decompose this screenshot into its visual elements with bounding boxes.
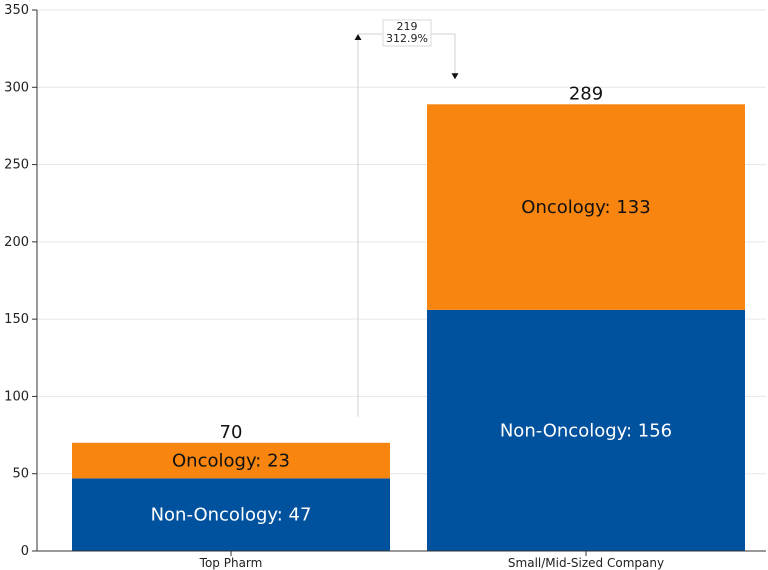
bar-segment xyxy=(427,104,745,310)
total-label: 70 xyxy=(220,422,243,443)
segment-label: Non-Oncology: 156 xyxy=(500,420,672,441)
down-arrow-icon xyxy=(451,73,459,80)
y-tick-label: 350 xyxy=(4,3,29,18)
y-tick-label: 0 xyxy=(21,544,29,559)
difference-value-label: 219 xyxy=(397,20,418,33)
y-tick-label: 50 xyxy=(12,467,29,482)
bar-segment xyxy=(72,478,390,551)
x-tick-label: Small/Mid-Sized Company xyxy=(508,556,664,570)
segment-label: Oncology: 23 xyxy=(172,451,290,472)
bar-labels: Non-Oncology: 47 Oncology: 23 70 Non-Oncolo… xyxy=(151,83,673,525)
bar-segment xyxy=(72,442,390,479)
y-tick-label: 300 xyxy=(4,80,29,95)
x-tick-label: Top Pharm xyxy=(199,556,263,570)
bar-segment xyxy=(427,309,745,551)
y-tick-label: 150 xyxy=(4,312,29,327)
up-arrow-icon xyxy=(354,34,362,40)
bars xyxy=(72,104,745,551)
gridlines xyxy=(37,9,766,475)
total-label: 289 xyxy=(569,83,603,104)
segment-label: Non-Oncology: 47 xyxy=(151,505,312,526)
axes: 0 50 100 150 200 250 300 350 Top Pharm Small/Mid-… xyxy=(4,3,766,570)
difference-label-box xyxy=(382,19,432,47)
y-tick-label: 100 xyxy=(4,389,29,404)
difference-percent-label: 312.9% xyxy=(386,32,428,45)
y-tick-label: 200 xyxy=(4,235,29,250)
y-tick-label: 250 xyxy=(4,158,29,173)
segment-label: Oncology: 133 xyxy=(521,197,650,218)
